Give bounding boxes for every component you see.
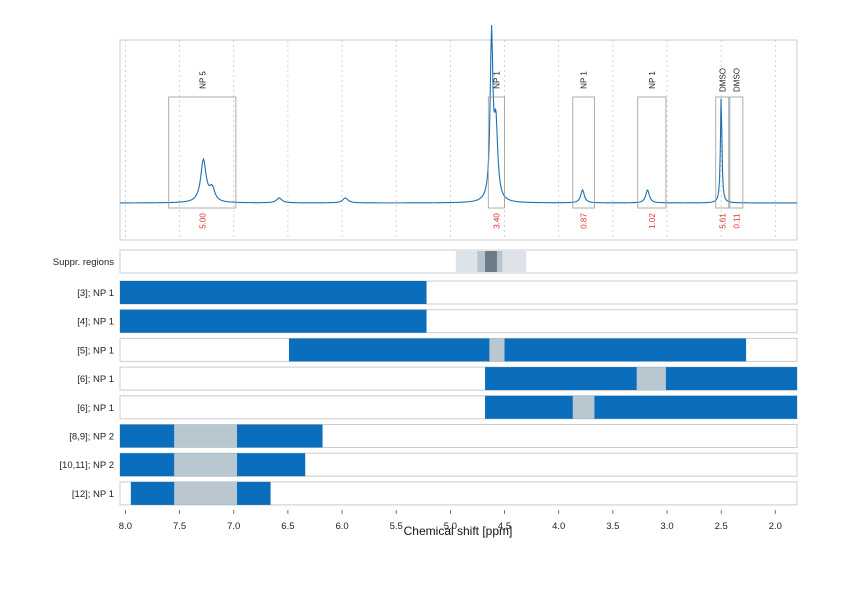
annotation-label: NP 1 <box>492 71 501 89</box>
row-bar <box>288 338 747 362</box>
row-label: [12]; NP 1 <box>72 489 114 500</box>
row-bar <box>485 395 797 419</box>
annotation-box <box>729 96 744 209</box>
row-gap <box>174 424 237 448</box>
row-gap <box>636 367 666 391</box>
fit-rows-panel: Suppr. regions [3]; NP 1 [4]; NP 1 [5]; NP … <box>53 249 798 506</box>
integral-label: 1.02 <box>648 213 657 229</box>
x-tick-label: 2.0 <box>769 521 782 532</box>
x-tick-label: 3.5 <box>606 521 619 532</box>
row-label: [8,9]; NP 2 <box>69 432 114 443</box>
annotation-box <box>637 96 667 209</box>
row-bar <box>120 309 427 333</box>
x-tick-label: 4.5 <box>498 521 511 532</box>
x-tick-label: 4.0 <box>552 521 565 532</box>
x-tick-label: 6.5 <box>281 521 294 532</box>
row-label: [4]; NP 1 <box>77 317 114 328</box>
integral-label: 0.11 <box>732 213 741 229</box>
row-label: [3]; NP 1 <box>77 288 114 299</box>
annotation-box <box>572 96 595 209</box>
x-tick-label: 8.0 <box>119 521 132 532</box>
integral-label: 0.87 <box>580 213 589 229</box>
x-axis-title: Chemical shift [ppm] <box>404 524 513 538</box>
annotation-label: NP 1 <box>580 71 589 89</box>
row-gap <box>489 338 505 362</box>
row-frame <box>119 481 798 506</box>
x-tick-label: 2.5 <box>715 521 728 532</box>
spectrum-line <box>120 25 797 204</box>
annotation-label: DMSO <box>718 68 727 92</box>
row-label: [6]; NP 1 <box>77 374 114 385</box>
x-tick-label: 3.0 <box>660 521 673 532</box>
row-gap <box>572 395 595 419</box>
row-bar <box>120 281 427 304</box>
row-gap <box>174 453 237 477</box>
integral-label: 5.61 <box>718 213 727 229</box>
annotation-label: NP 1 <box>648 71 657 89</box>
annotation-box <box>168 96 237 209</box>
integral-label: 5.00 <box>198 213 207 229</box>
suppr-row-label: Suppr. regions <box>53 257 115 268</box>
spectrum-panel: NP 5 5.00 NP 1 3.40 NP 1 0.87 NP 1 1.02 DMSO 5.61… <box>119 25 798 241</box>
x-tick-label: 7.5 <box>173 521 186 532</box>
annotation-box <box>715 96 730 209</box>
spectrum-frame <box>119 39 798 241</box>
annotation-box <box>487 96 505 209</box>
x-tick-label: 6.0 <box>335 521 348 532</box>
annotation-label: DMSO <box>732 68 741 92</box>
row-label: [6]; NP 1 <box>77 403 114 414</box>
x-tick-label: 7.0 <box>227 521 240 532</box>
row-label: [10,11]; NP 2 <box>59 460 114 471</box>
row-gap <box>174 481 237 505</box>
x-tick-label: 5.0 <box>444 521 457 532</box>
x-axis: Chemical shift [ppm] 8.0 7.5 7.0 6.5 6.0 5.5 5… <box>119 510 782 538</box>
grid-lines <box>125 40 776 240</box>
x-tick-label: 5.5 <box>390 521 403 532</box>
annotation-label: NP 5 <box>198 71 207 89</box>
integral-label: 3.40 <box>492 213 501 229</box>
suppr-region <box>485 251 497 272</box>
row-label: [5]; NP 1 <box>77 345 114 356</box>
